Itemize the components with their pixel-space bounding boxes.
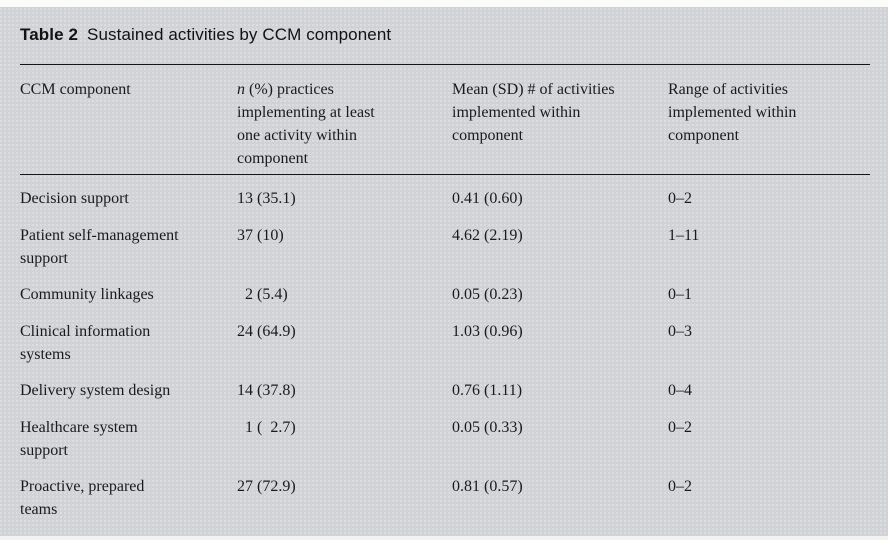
table-row: Clinical information systems 24 (64.9) 1…: [20, 313, 870, 373]
cell-mean-sd: 4.62 (2.19): [452, 226, 523, 244]
table-row: Community linkages 2 (5.4) 0.05 (0.23) 0…: [20, 277, 870, 314]
cell-mean-sd: 0.05 (0.23): [452, 286, 523, 303]
cell-component: Proactive, prepared teams: [20, 478, 145, 518]
column-header-mean-sd: Mean (SD) # of activities implemented wi…: [452, 64, 668, 175]
cell-n-pct: 2 (5.4): [237, 286, 288, 303]
cell-mean-sd: 0.41 (0.60): [452, 190, 523, 207]
header-row: CCM component n (%) practices implementi…: [20, 64, 870, 175]
cell-range: 0–4: [668, 382, 692, 399]
cell-range: 0–2: [668, 478, 692, 495]
table-header: CCM component n (%) practices implementi…: [20, 64, 870, 175]
cell-mean-sd: 1.03 (0.96): [452, 322, 523, 340]
cell-n-pct: 24 (64.9): [237, 322, 296, 340]
cell-component: Decision support: [20, 190, 129, 207]
cell-range: 0–2: [668, 418, 692, 436]
cell-component: Clinical information systems: [20, 322, 151, 363]
cell-mean-sd: 0.76 (1.11): [452, 382, 523, 399]
table-row: Healthcare system support 1 ( 2.7) 0.05 …: [20, 409, 870, 469]
cell-range: 0–1: [668, 286, 692, 303]
cell-mean-sd: 0.81 (0.57): [452, 478, 523, 495]
table-row: Decision support 13 (35.1) 0.41 (0.60) 0…: [20, 175, 870, 218]
ccm-component-table: CCM component n (%) practices implementi…: [20, 64, 870, 528]
cell-component: Patient self-management support: [20, 226, 179, 267]
cell-range: 1–11: [668, 226, 700, 244]
table-caption: Table 2 Sustained activities by CCM compo…: [20, 24, 868, 46]
table-row: Proactive, prepared teams 27 (72.9) 0.81…: [20, 469, 870, 529]
column-header-range: Range of activities implemented within c…: [668, 64, 870, 175]
cell-n-pct: 27 (72.9): [237, 478, 296, 495]
cell-n-pct: 37 (10): [237, 226, 284, 244]
column-header-component: CCM component: [20, 64, 237, 175]
cell-range: 0–2: [668, 190, 692, 207]
table-row: Patient self-management support 37 (10) …: [20, 217, 870, 277]
column-header-n-pct: n (%) practices implementing at least on…: [237, 64, 452, 175]
table-caption-title: Sustained activities by CCM component: [87, 25, 392, 44]
page-edge-top: [0, 0, 888, 7]
cell-component: Community linkages: [20, 286, 154, 303]
page-edge-bottom: [0, 536, 888, 540]
cell-component: Delivery system design: [20, 382, 171, 399]
table-caption-label: Table 2: [20, 25, 79, 44]
cell-component: Healthcare system support: [20, 418, 138, 459]
column-header-n-rest: (%) practices implementing at least one …: [237, 81, 375, 167]
cell-mean-sd: 0.05 (0.33): [452, 418, 523, 436]
column-header-n-italic: n: [237, 81, 245, 98]
table-row: Delivery system design 14 (37.8) 0.76 (1…: [20, 373, 870, 410]
cell-n-pct: 14 (37.8): [237, 382, 296, 399]
cell-n-pct: 13 (35.1): [237, 190, 296, 207]
cell-range: 0–3: [668, 322, 692, 340]
table-body: Decision support 13 (35.1) 0.41 (0.60) 0…: [20, 175, 870, 529]
cell-n-pct: 1 ( 2.7): [237, 418, 296, 436]
